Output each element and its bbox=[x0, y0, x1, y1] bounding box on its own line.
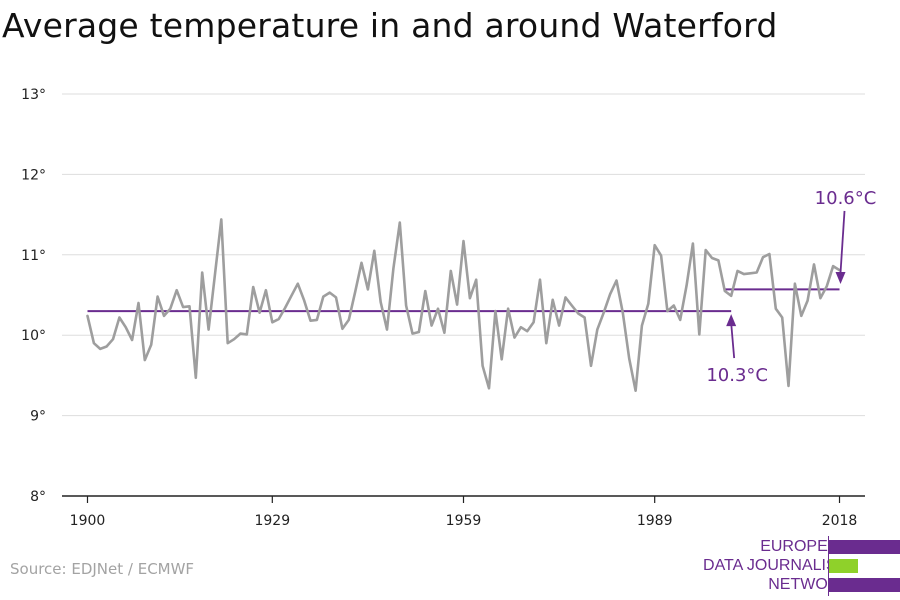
annotation-arrowhead-1 bbox=[726, 314, 737, 327]
source-note: Source: EDJNet / ECMWF bbox=[10, 560, 195, 578]
y-tick-label: 11° bbox=[21, 248, 46, 264]
annotation-arrow-line-1 bbox=[730, 323, 736, 359]
logo-divider bbox=[828, 536, 829, 596]
x-tick-label: 2018 bbox=[822, 513, 858, 529]
axis-layer: 8° 9° 10° 11° 12° 13° 1900 1929 1959 1989 2018 bbox=[21, 87, 865, 529]
annotation-label-2: 10.6°C bbox=[815, 188, 877, 209]
y-tick-label: 13° bbox=[21, 87, 46, 103]
x-tick-label: 1989 bbox=[637, 513, 673, 529]
annotations: 10.3°C 10.6°C bbox=[706, 188, 876, 386]
x-tick-label: 1959 bbox=[446, 513, 482, 529]
y-tick-label: 8° bbox=[30, 489, 46, 505]
x-tick-label: 1929 bbox=[254, 513, 290, 529]
annotation-arrow-line-2 bbox=[839, 210, 846, 274]
y-tick-label: 10° bbox=[21, 328, 46, 344]
edjnet-logo: EUROPEAN DATA JOURNALISM NETWORK bbox=[700, 536, 900, 596]
logo-bar-purple-bottom bbox=[829, 578, 900, 592]
y-tick-label: 9° bbox=[30, 409, 46, 425]
x-tick-label: 1900 bbox=[70, 513, 106, 529]
logo-text-european: EUROPEAN bbox=[760, 538, 850, 555]
reference-lines bbox=[87, 288, 840, 313]
logo-bar-purple-top bbox=[829, 540, 900, 554]
annotation-label-1: 10.3°C bbox=[706, 365, 768, 386]
series-line-1 bbox=[86, 218, 841, 393]
annotation-arrowhead-2 bbox=[835, 271, 846, 284]
logo-text-data-journalism: DATA JOURNALISM bbox=[703, 557, 850, 574]
chart-title: Average temperature in and around Waterf… bbox=[2, 6, 778, 45]
y-tick-label: 12° bbox=[21, 167, 46, 183]
series-layer bbox=[86, 218, 841, 393]
logo-bar-green bbox=[829, 559, 858, 573]
grid-layer bbox=[62, 93, 865, 417]
